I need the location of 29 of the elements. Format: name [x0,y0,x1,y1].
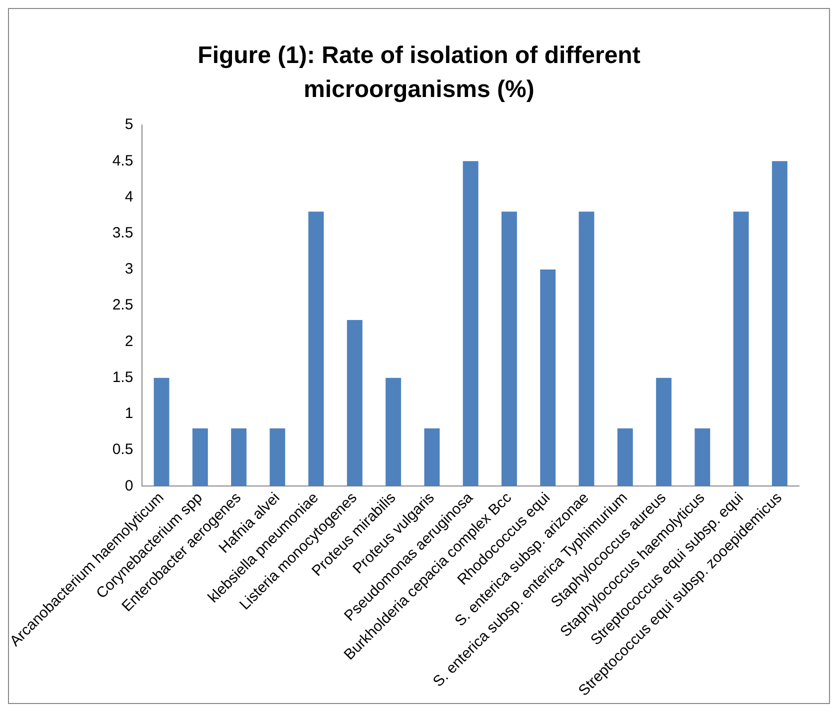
bar [617,428,633,486]
bar [656,378,672,486]
bar [462,161,478,486]
y-tick-label: 3.5 [112,224,134,242]
bar [424,428,440,486]
bar [270,428,286,486]
y-tick-label: 0 [124,477,134,494]
bar [192,428,208,486]
bar [694,428,710,486]
y-tick-label: 4.5 [112,152,134,170]
y-tick-label: 2 [124,332,134,350]
bar [231,428,247,486]
bar [540,269,556,486]
y-tick-label: 5 [124,116,134,134]
bar [502,212,517,486]
bar [308,212,324,486]
y-tick-label: 1 [124,405,134,422]
bar [733,212,749,486]
y-tick-label: 0.5 [112,441,134,458]
bar [346,320,362,486]
y-tick-label: 4 [124,188,134,206]
bar [772,161,788,486]
bar [154,378,170,486]
y-tick-label: 3 [124,260,134,278]
y-tick-label: 1.5 [112,368,134,386]
y-tick-label: 2.5 [112,296,134,314]
bar [386,378,402,486]
chart-title: Figure (1): Rate of isolation of different microorganisms (%) [196,41,642,105]
bar [578,212,594,486]
